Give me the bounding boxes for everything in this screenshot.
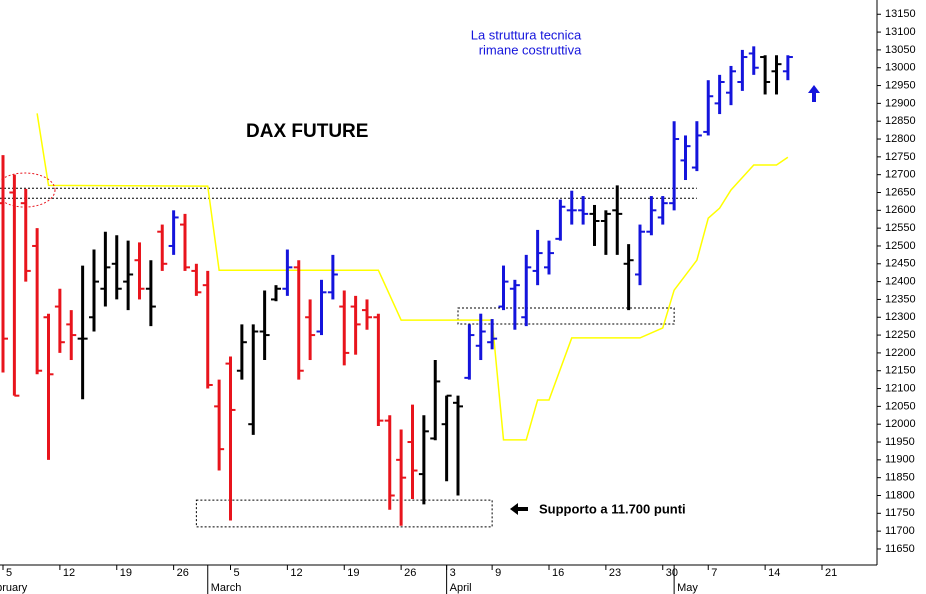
x-tick-label: 16 bbox=[552, 567, 564, 579]
y-tick-label: 11700 bbox=[885, 525, 915, 537]
x-tick-label: 14 bbox=[768, 567, 780, 579]
x-tick-label: 26 bbox=[177, 567, 189, 579]
y-tick-label: 11900 bbox=[885, 454, 915, 466]
x-tick-label: 26 bbox=[404, 567, 416, 579]
x-tick-label: 21 bbox=[825, 567, 837, 579]
x-tick-label: 9 bbox=[495, 567, 501, 579]
x-tick-label: 23 bbox=[609, 567, 621, 579]
y-tick-label: 11650 bbox=[885, 543, 915, 555]
x-tick-label: 19 bbox=[120, 567, 132, 579]
month-label: March bbox=[211, 582, 242, 594]
x-tick-label: 5 bbox=[6, 567, 12, 579]
highlight-circle bbox=[0, 172, 56, 208]
y-tick-label: 12700 bbox=[885, 169, 916, 181]
y-tick-label: 12750 bbox=[885, 151, 916, 163]
y-tick-label: 13000 bbox=[885, 62, 916, 74]
plot-area bbox=[0, 46, 793, 528]
y-tick-label: 11800 bbox=[885, 489, 915, 501]
y-tick-label: 12450 bbox=[885, 258, 916, 270]
y-tick-label: 12600 bbox=[885, 204, 916, 216]
y-tick-label: 12550 bbox=[885, 222, 916, 234]
y-tick-label: 13150 bbox=[885, 8, 916, 20]
x-tick-label: 3 bbox=[450, 567, 456, 579]
month-label: February bbox=[0, 582, 28, 594]
y-tick-label: 12100 bbox=[885, 382, 916, 394]
arrow-left bbox=[510, 503, 528, 515]
arrow-up bbox=[808, 85, 820, 102]
y-tick-label: 12900 bbox=[885, 97, 916, 109]
y-tick-label: 12950 bbox=[885, 79, 916, 91]
annotation: Supporto a 11.700 punti bbox=[539, 501, 686, 516]
annotation: rimane costruttiva bbox=[479, 42, 582, 57]
y-tick-label: 12050 bbox=[885, 400, 916, 412]
month-label: May bbox=[677, 582, 698, 594]
y-tick-label: 11950 bbox=[885, 436, 915, 448]
y-tick-label: 12350 bbox=[885, 293, 916, 305]
y-tick-label: 12850 bbox=[885, 115, 916, 127]
y-tick-label: 12500 bbox=[885, 240, 916, 252]
y-tick-label: 13050 bbox=[885, 44, 916, 56]
y-tick-label: 12000 bbox=[885, 418, 916, 430]
y-tick-label: 12200 bbox=[885, 347, 916, 359]
x-tick-label: 7 bbox=[711, 567, 717, 579]
chart-title: DAX FUTURE bbox=[246, 121, 368, 142]
y-tick-label: 12400 bbox=[885, 276, 916, 288]
y-tick-label: 12800 bbox=[885, 133, 916, 145]
x-tick-label: 5 bbox=[234, 567, 240, 579]
x-tick-label: 30 bbox=[666, 567, 678, 579]
y-tick-label: 12650 bbox=[885, 186, 916, 198]
y-tick-label: 13100 bbox=[885, 26, 916, 38]
zone bbox=[457, 307, 675, 325]
y-tick-label: 12150 bbox=[885, 365, 916, 377]
month-label: April bbox=[450, 582, 472, 594]
x-tick-label: 12 bbox=[290, 567, 302, 579]
zone bbox=[195, 499, 493, 528]
x-tick-label: 19 bbox=[347, 567, 359, 579]
x-tick-label: 12 bbox=[63, 567, 75, 579]
y-tick-label: 11850 bbox=[885, 472, 915, 484]
annotation: La struttura tecnica bbox=[471, 27, 582, 42]
y-tick-label: 12250 bbox=[885, 329, 916, 341]
y-tick-label: 12300 bbox=[885, 311, 916, 323]
y-tick-label: 11750 bbox=[885, 507, 915, 519]
